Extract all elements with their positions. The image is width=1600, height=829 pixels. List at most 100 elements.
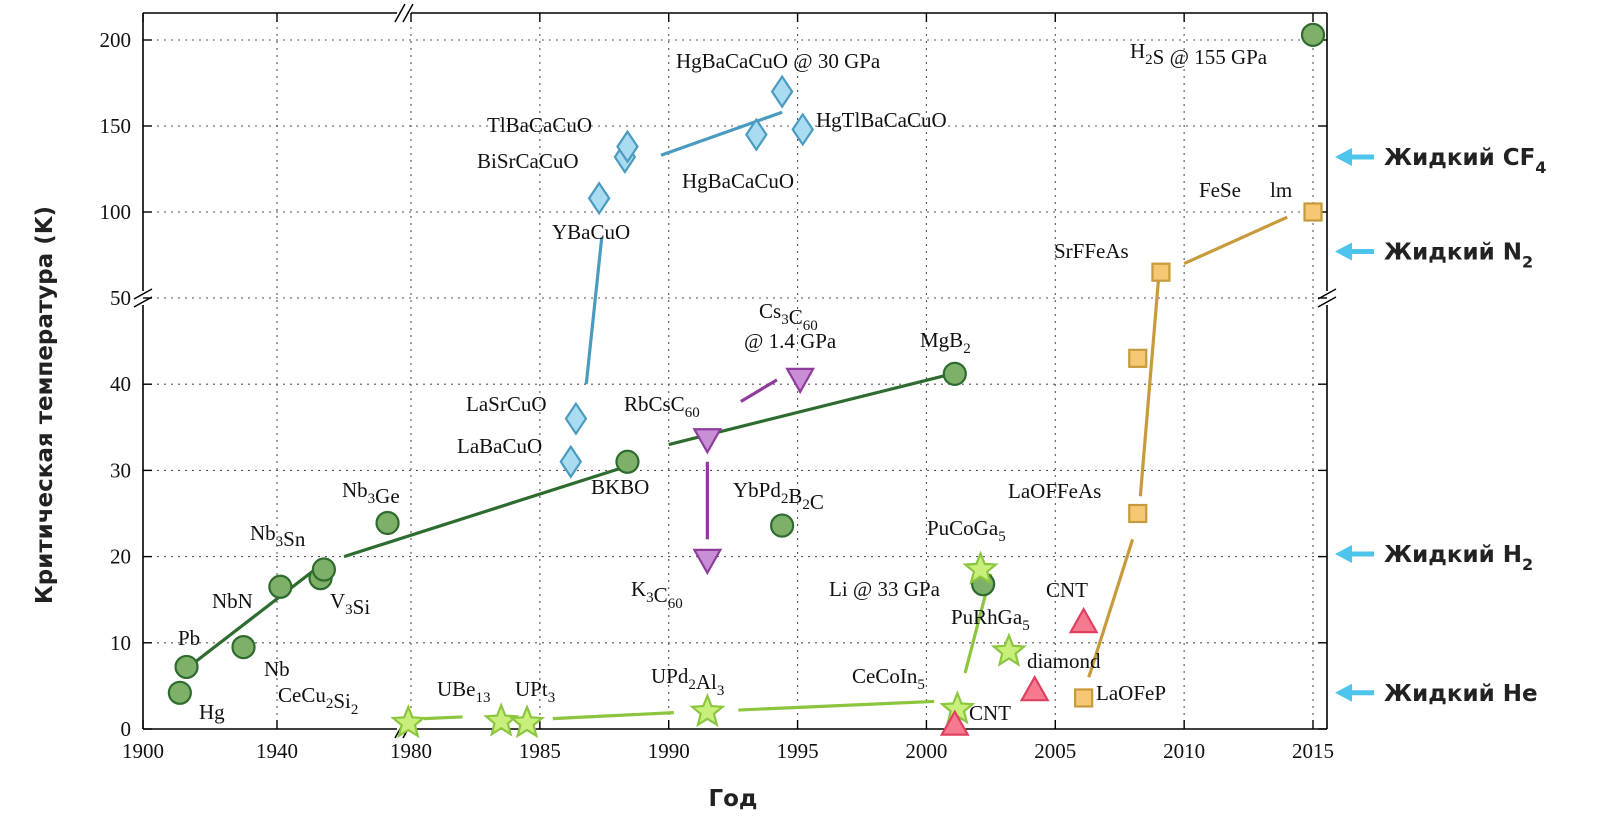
diamond-marker-tlbacacuo — [616, 129, 639, 164]
triangle-down-marker-rbcsc60 — [692, 428, 723, 455]
label-laofep: LaOFeP — [1096, 681, 1166, 705]
trend-line — [343, 464, 628, 559]
x-tick-label: 2000 — [905, 739, 947, 763]
trend-line — [660, 110, 783, 157]
label-hgtlbacacuo: HgTlBaCaCuO — [816, 108, 947, 132]
label-cecoin5: CeCoIn5 — [852, 664, 925, 693]
circle-marker-nb3ge — [375, 510, 400, 536]
x-tick-label: 2015 — [1292, 739, 1334, 763]
plot-frame — [133, 3, 1337, 739]
label-pucoga5: PuCoGa5 — [927, 516, 1006, 545]
circle-marker-mgb2 — [942, 361, 967, 386]
liquid-label: Жидкий H2 — [1384, 542, 1533, 574]
circle-marker-hg — [167, 680, 192, 705]
square-marker-fese-lm — [1303, 202, 1323, 222]
label-pb: Pb — [178, 626, 200, 650]
label-fese-lm: FeSe lm — [1199, 178, 1292, 202]
circle-marker-h2s-155-gpa — [1300, 22, 1326, 47]
label-cs3c60-pressure: @ 1.4 GPa — [744, 329, 837, 353]
circle-marker-nb3sn — [311, 557, 336, 582]
triangle-up-marker-cnt — [939, 709, 970, 736]
square-marker-laofep — [1074, 688, 1094, 708]
liquid-cf4: Жидкий CF4 — [1335, 145, 1546, 177]
x-tick-label: 2010 — [1163, 739, 1205, 763]
label-upd2al3: UPd2Al3 — [651, 664, 724, 699]
star-marker-pucoga5 — [962, 550, 999, 585]
label-rbcsc60: RbCsC60 — [624, 392, 700, 421]
label-labacuo: LaBaCuO — [457, 434, 542, 458]
star-marker-ube13 — [483, 702, 520, 737]
diamond-marker-hgbacacuo — [745, 117, 768, 152]
label-v3si: V3Si — [330, 589, 370, 619]
x-tick-label: 1985 — [519, 739, 561, 763]
x-tick-label: 2005 — [1034, 739, 1076, 763]
label-h2s-155-gpa: H2S @ 155 GPa — [1130, 39, 1268, 69]
star-marker-upt3 — [508, 704, 546, 739]
liquid-arrow-head — [1335, 242, 1352, 261]
x-break-top — [394, 3, 414, 23]
label-mgb2: MgB2 — [920, 328, 971, 357]
trend-lines — [185, 110, 1288, 721]
label-nb3sn: Nb3Sn — [250, 521, 306, 551]
label-li-33-gpa: Li @ 33 GPa — [829, 577, 941, 601]
triangle-down-marker-k3c60 — [692, 548, 723, 576]
label-bisrcacuo: BiSrCaCuO — [477, 149, 579, 173]
square-marker-laoffeas — [1128, 503, 1148, 524]
liquid-arrow-head — [1335, 147, 1352, 166]
circle-marker-bkbo — [615, 449, 640, 474]
circle-marker-ybpd2b2c — [770, 513, 795, 538]
liquid-label: Жидкий He — [1384, 681, 1538, 707]
label-nbn: NbN — [212, 589, 253, 613]
label-cnt: CNT — [969, 701, 1011, 725]
liquid-h2: Жидкий H2 — [1335, 542, 1533, 574]
circle-marker-pb — [174, 654, 199, 680]
label-cnt: CNT — [1046, 578, 1088, 602]
triangle-up-marker-diamond — [1019, 674, 1050, 702]
liquid-markers: Жидкий CF4 Жидкий N2 Жидкий H2 Жидкий He — [1335, 145, 1546, 707]
liquid-he: Жидкий He — [1335, 681, 1538, 707]
y-tick-label: 200 — [100, 28, 132, 52]
y-tick-label: 40 — [110, 372, 131, 396]
liquid-n2: Жидкий N2 — [1335, 240, 1533, 272]
label-bkbo: BKBO — [591, 475, 649, 499]
trend-line — [552, 711, 674, 721]
triangle-down-marker-cs3c60-1-4-gpa — [785, 367, 816, 395]
data-markers — [167, 22, 1326, 739]
point-labels: Hg Pb Nb NbN V3Si Nb3Sn Nb3Ge BKBO YbPd2B2C MgB2 L… — [178, 39, 1292, 725]
diamond-marker-ybacuo — [587, 181, 611, 216]
y-tick-label: 150 — [100, 114, 132, 138]
x-tick-label: 1995 — [777, 739, 819, 763]
circle-marker-nbn — [268, 574, 293, 599]
trend-line — [584, 237, 604, 385]
x-tick-label: 1980 — [390, 739, 432, 763]
y-axis-title: Критическая температура (K) — [32, 206, 58, 604]
trend-line — [738, 699, 935, 712]
trend-line — [1087, 538, 1135, 678]
star-marker-upd2al3 — [689, 692, 726, 728]
x-axis-title: Год — [708, 786, 757, 812]
label-laoffeas: LaOFFeAs — [1008, 479, 1101, 503]
liquid-arrow-head — [1335, 545, 1352, 564]
label-lasrcuo: LaSrCuO — [466, 392, 547, 416]
trend-line — [423, 715, 463, 721]
diamond-marker-lasrcuo — [564, 401, 588, 436]
label-ybacuo: YBaCuO — [552, 220, 630, 244]
circle-marker-nb — [231, 635, 256, 660]
x-tick-label: 1990 — [648, 739, 690, 763]
label-ube13: UBe13 — [437, 677, 491, 706]
square-marker-unlabeled — [1128, 348, 1148, 368]
diamond-marker-hgtlbacacuo — [791, 112, 815, 147]
label-cecu2si2: CeCu2Si2 — [278, 683, 358, 718]
label-diamond: diamond — [1027, 649, 1101, 673]
star-marker-cecu2si2 — [390, 704, 427, 739]
x-tick-label: 1900 — [122, 739, 164, 763]
trend-line — [185, 563, 322, 670]
label-hgbacacuo: HgBaCaCuO — [682, 169, 794, 193]
label-nb3ge: Nb3Ge — [342, 478, 400, 508]
y-tick-label: 30 — [110, 458, 131, 482]
trend-line — [1183, 215, 1288, 266]
label-k3c60: K3C60 — [631, 577, 683, 612]
label-ybpd2b2c: YbPd2B2C — [733, 478, 824, 514]
liquid-arrow-head — [1335, 683, 1352, 702]
label-nb: Nb — [264, 657, 290, 681]
